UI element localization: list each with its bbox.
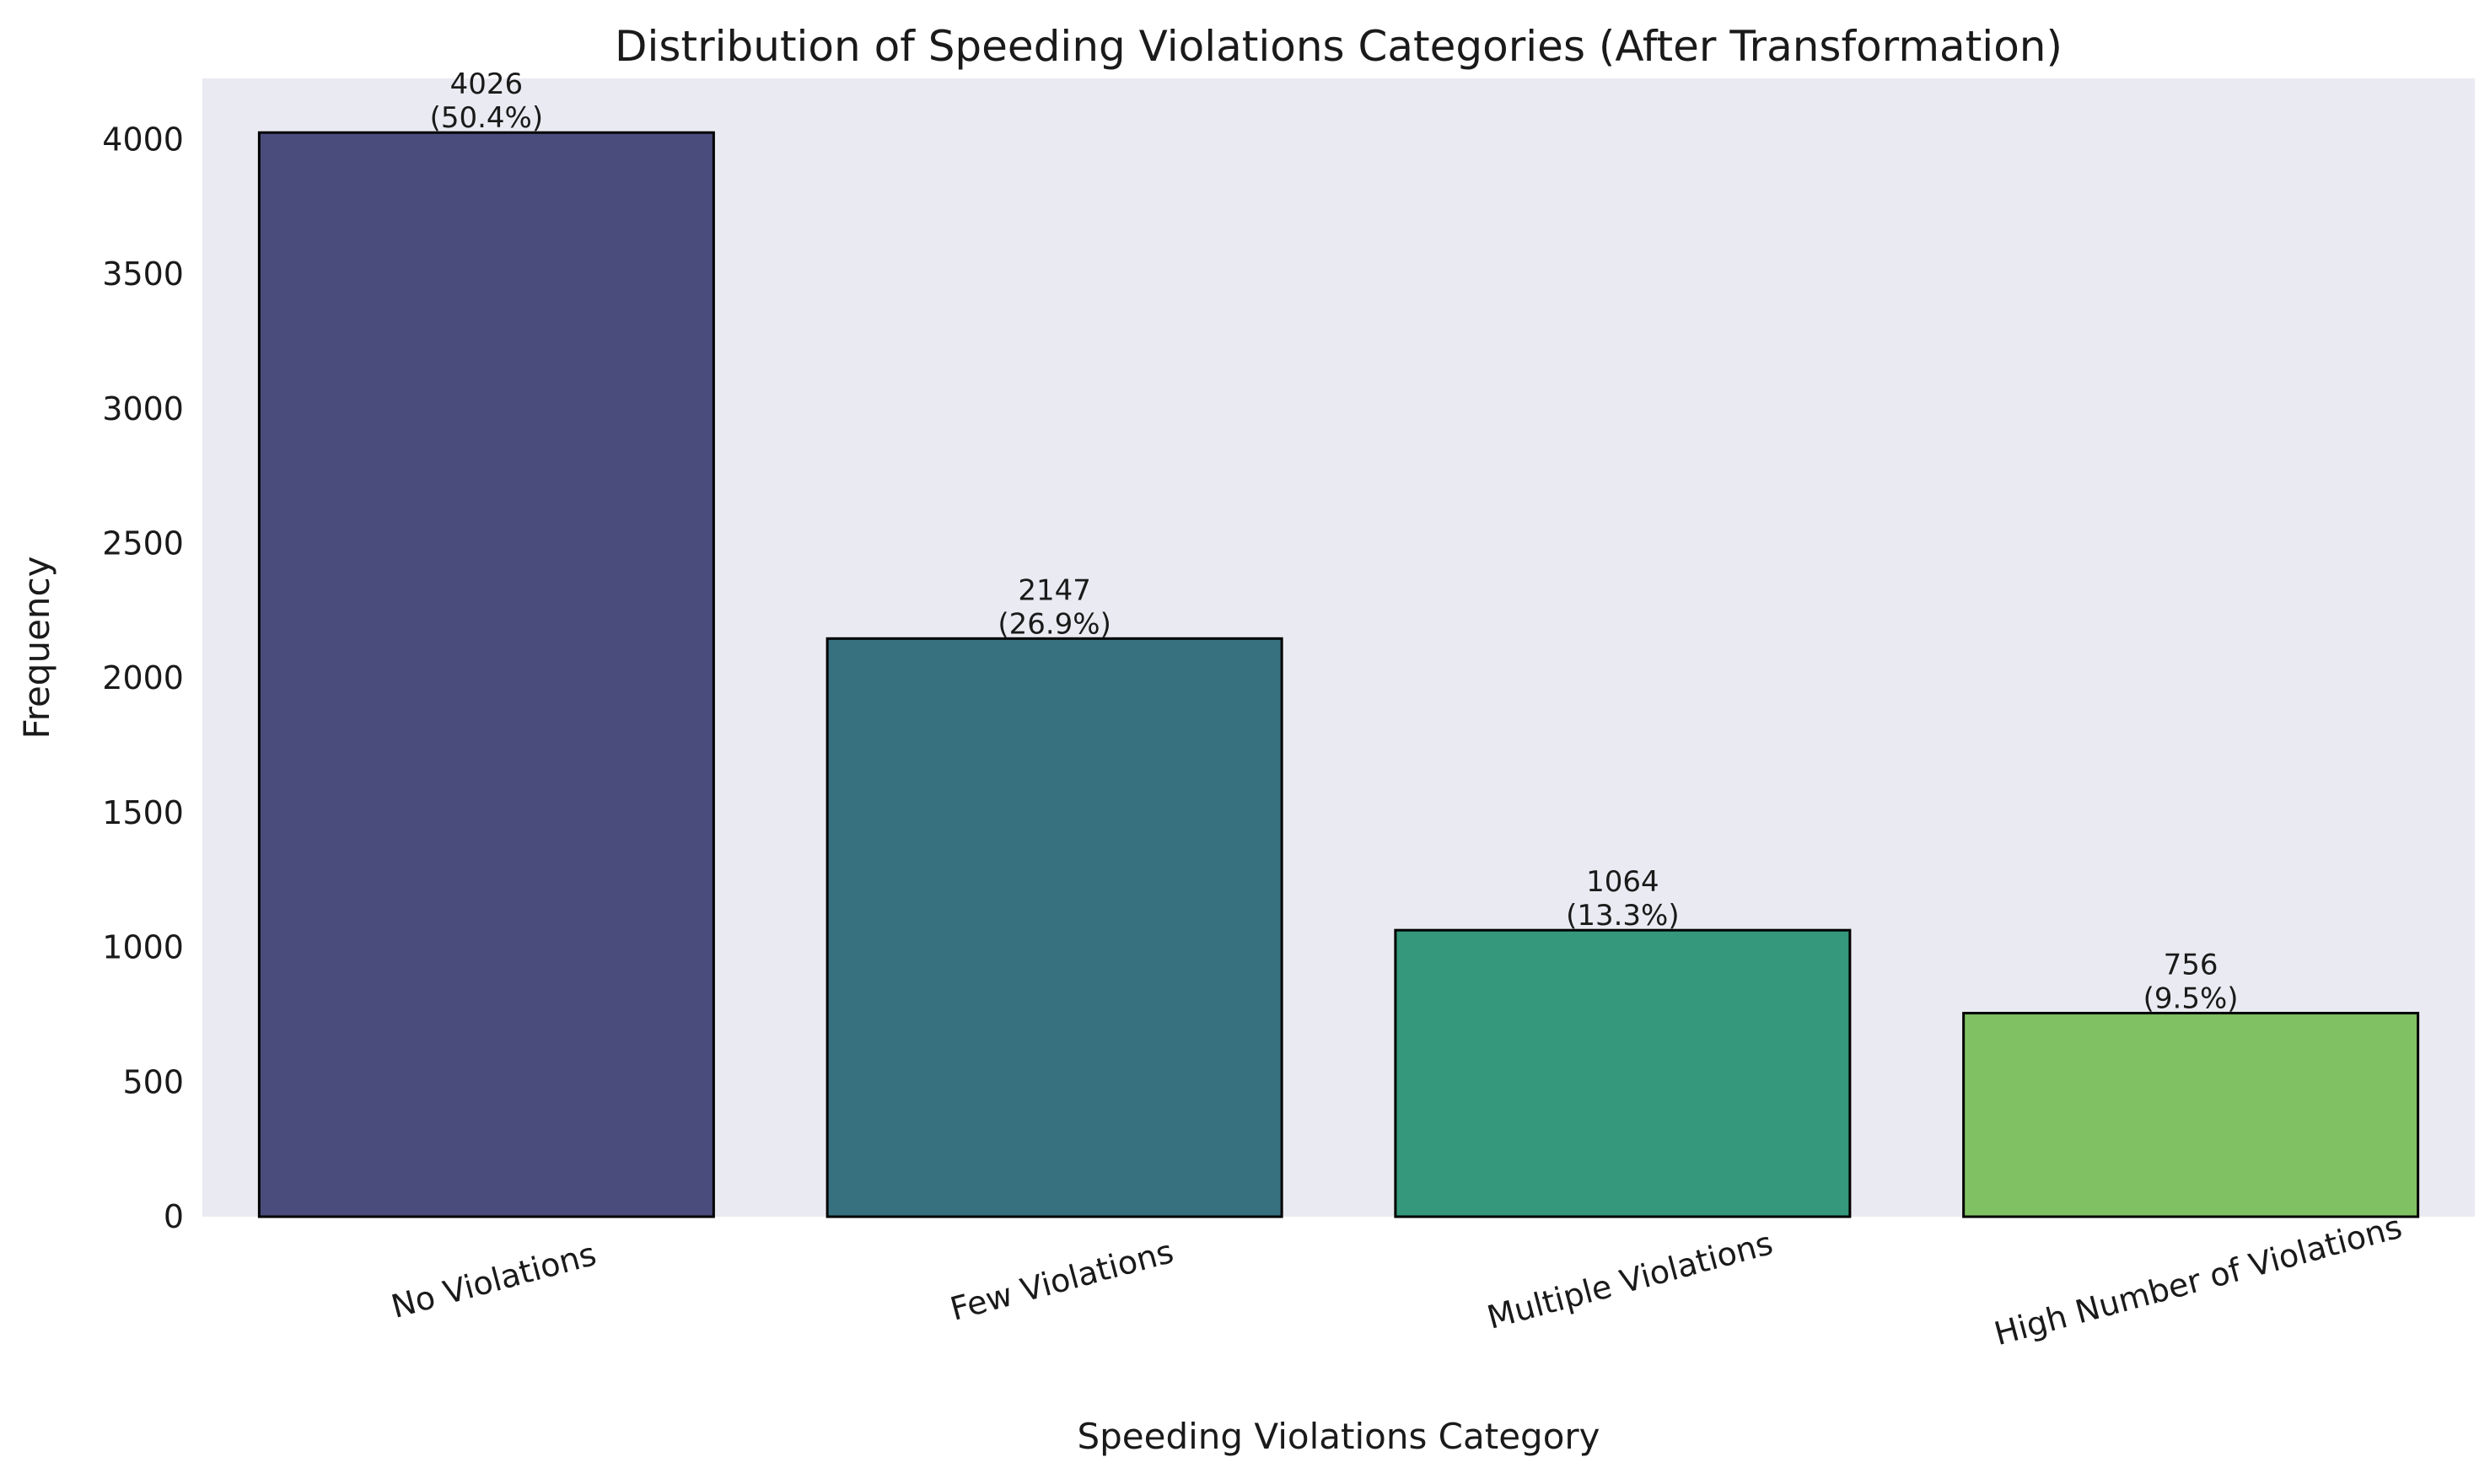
bar-few-violations bbox=[826, 637, 1283, 1218]
y-tick-label: 2500 bbox=[102, 525, 184, 562]
bars-group bbox=[257, 131, 2420, 1218]
bar-multiple-violations bbox=[1394, 928, 1852, 1218]
data-labels-group: 4026(50.4%) 2147(26.9%) 1064(13.3%) 756(9.5… bbox=[430, 67, 2239, 1015]
y-tick-label: 0 bbox=[164, 1198, 184, 1235]
y-tick-label: 3000 bbox=[102, 390, 184, 427]
bar-percent-label: (50.4%) bbox=[430, 101, 544, 135]
y-tick-label: 500 bbox=[122, 1063, 184, 1100]
bar-value-label: 4026 bbox=[450, 67, 524, 101]
y-tick-label: 1500 bbox=[102, 794, 184, 831]
bar-percent-label: (9.5%) bbox=[2143, 982, 2239, 1016]
y-axis-label: Frequency bbox=[16, 556, 57, 739]
bar-no-violations bbox=[257, 131, 715, 1218]
bar-high-number-of-violations bbox=[1962, 1012, 2420, 1218]
y-tick-label: 3500 bbox=[102, 255, 184, 293]
y-tick-label: 4000 bbox=[102, 121, 184, 158]
y-tick-label: 1000 bbox=[102, 929, 184, 966]
x-axis-label: Speeding Violations Category bbox=[1077, 1416, 1600, 1457]
y-tick-label: 2000 bbox=[102, 659, 184, 696]
bar-percent-label: (26.9%) bbox=[998, 607, 1111, 641]
chart-title: Distribution of Speeding Violations Cate… bbox=[615, 22, 2062, 71]
bar-percent-label: (13.3%) bbox=[1566, 899, 1680, 933]
bar-value-label: 756 bbox=[2164, 949, 2218, 982]
y-axis-ticks: 0 500 1000 1500 2000 2500 3000 3500 4000 bbox=[102, 121, 184, 1235]
bar-value-label: 1064 bbox=[1586, 865, 1659, 899]
bar-value-label: 2147 bbox=[1018, 573, 1091, 607]
